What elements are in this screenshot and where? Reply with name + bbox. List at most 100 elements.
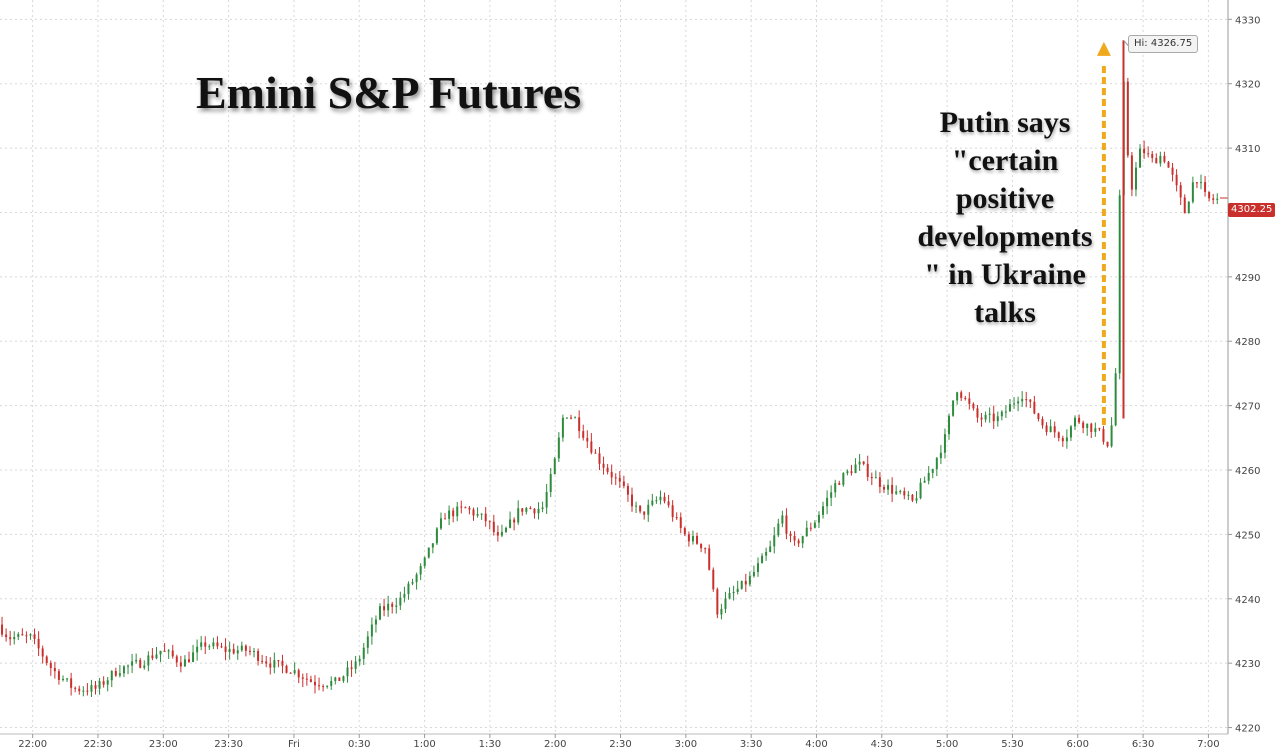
x-tick-label: 6:00 [1067, 739, 1089, 748]
candle-body [586, 437, 589, 442]
candle-body [187, 659, 190, 662]
candle-body [1118, 195, 1121, 374]
candle-body [86, 690, 89, 692]
candle-body [610, 471, 613, 478]
candles [1, 39, 1228, 697]
candle-body [61, 678, 64, 680]
candle-body [570, 417, 573, 419]
y-tick-label: 4290 [1235, 273, 1260, 284]
chart-title: Emini S&P Futures [196, 67, 582, 118]
candle-body [622, 481, 625, 486]
candle-body [70, 678, 73, 688]
candle-body [427, 547, 430, 558]
candle-body [1037, 413, 1040, 419]
candle-body [78, 688, 81, 692]
candle-body [683, 527, 686, 535]
candle-body [439, 518, 442, 529]
candle-body [911, 494, 914, 501]
candle-body [45, 656, 48, 663]
candle-body [159, 650, 162, 655]
candle-body [330, 680, 333, 686]
candle-body [842, 473, 845, 485]
candle-body [118, 673, 121, 676]
grid [0, 0, 1228, 734]
candle-body [151, 655, 154, 659]
candle-body [212, 642, 215, 647]
candle-body [354, 661, 357, 669]
candle-body [395, 605, 398, 607]
candle-body [476, 514, 479, 516]
candle-body [370, 624, 373, 637]
candle-body [582, 431, 585, 438]
y-tick-label: 4220 [1235, 724, 1260, 735]
candle-body [817, 514, 820, 523]
candle-body [1098, 428, 1101, 430]
candle-body [525, 508, 528, 512]
candle-body [1167, 161, 1170, 168]
candle-body [192, 652, 195, 662]
candle-body [444, 518, 447, 520]
candle-body [671, 505, 674, 518]
candle-body [602, 463, 605, 468]
x-tick-label: 23:00 [149, 739, 178, 748]
candle-body [513, 519, 516, 523]
candle-body [756, 563, 759, 573]
candle-body [1195, 182, 1198, 184]
candle-body [1216, 198, 1219, 200]
candle-body [374, 619, 377, 625]
y-tick-label: 4250 [1235, 530, 1260, 541]
candle-body [553, 458, 556, 475]
candle-body [996, 416, 999, 422]
candle-body [1159, 155, 1162, 164]
candle-body [948, 415, 951, 435]
candle-body [1082, 422, 1085, 428]
candle-body [240, 645, 243, 651]
x-tick-label: 4:00 [805, 739, 827, 748]
candle-body [647, 504, 650, 515]
candle-body [899, 490, 902, 492]
candle-body [358, 658, 361, 662]
candle-body [37, 638, 40, 649]
candle-body [1163, 155, 1166, 162]
candle-body [1078, 417, 1081, 423]
candle-body [318, 685, 321, 687]
candle-body [765, 551, 768, 556]
candle-body [248, 650, 251, 652]
candle-body [21, 634, 24, 636]
candle-body [1175, 174, 1178, 186]
candle-body [322, 686, 325, 688]
candle-body [338, 677, 341, 681]
candle-body [391, 603, 394, 607]
x-axis: 22:00 22:30 23:00 23:30 Fri 0:30 1:00 1:30 2:00 2… [0, 733, 1228, 748]
candle-body [1106, 441, 1109, 447]
candle-body [732, 591, 735, 594]
candle-body [834, 483, 837, 493]
candle-body [533, 508, 536, 514]
candle-body [866, 463, 869, 477]
y-tick-label: 4230 [1235, 659, 1260, 670]
candle-body [1200, 182, 1203, 184]
candle-body [5, 634, 8, 638]
candle-body [143, 665, 146, 668]
annotation-text: Putin says "certain positive development… [917, 106, 1093, 329]
candle-body [781, 515, 784, 524]
candle-body [1114, 373, 1117, 426]
candle-body [972, 403, 975, 409]
candle-body [935, 458, 938, 470]
candle-body [1013, 403, 1016, 405]
y-tick-label: 4310 [1235, 144, 1260, 155]
candle-body [1045, 425, 1048, 433]
candle-body [167, 650, 170, 652]
candle-body [468, 507, 471, 510]
candle-body [480, 513, 483, 515]
candle-body [301, 677, 304, 679]
candle-body [334, 677, 337, 681]
candle-body [448, 510, 451, 519]
candle-body [106, 680, 109, 685]
candle-body [891, 485, 894, 494]
candle-body [224, 646, 227, 652]
candle-body [960, 392, 963, 398]
candle-body [155, 654, 158, 659]
candle-body [744, 580, 747, 585]
